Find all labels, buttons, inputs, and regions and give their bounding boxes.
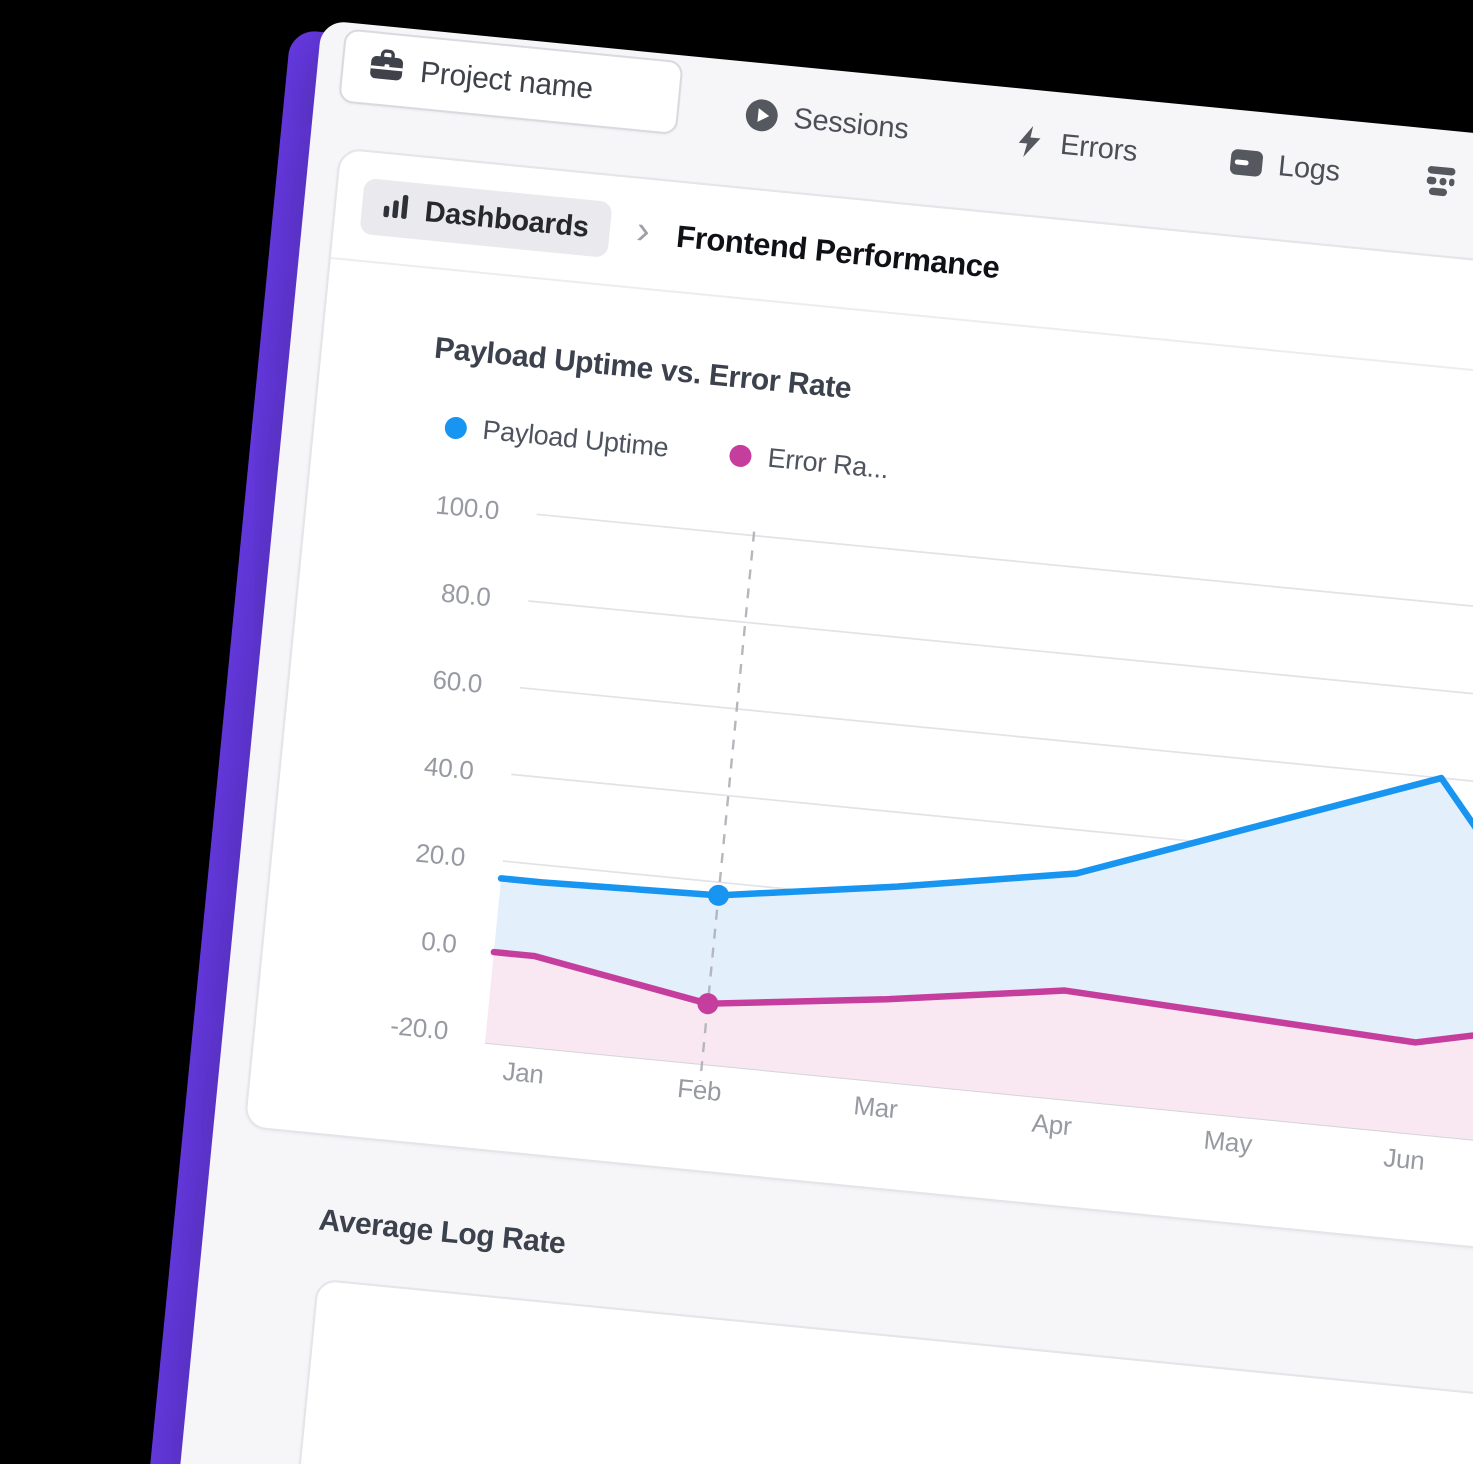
svg-text:May: May bbox=[1202, 1124, 1253, 1159]
legend-dot-blue bbox=[443, 415, 468, 440]
breadcrumb-dashboards-chip[interactable]: Dashboards bbox=[359, 177, 613, 258]
chevron-right-icon: › bbox=[634, 207, 653, 253]
svg-text:0.0: 0.0 bbox=[420, 926, 458, 959]
legend-item-payload-uptime[interactable]: Payload Uptime bbox=[443, 411, 670, 464]
breadcrumb: Dashboards › Frontend Performance bbox=[330, 149, 1473, 401]
section-title-average-log-rate: Average Log Rate bbox=[317, 1203, 567, 1261]
nav-item-logs[interactable]: Logs bbox=[1227, 139, 1341, 194]
svg-text:Mar: Mar bbox=[852, 1090, 899, 1124]
svg-text:20.0: 20.0 bbox=[414, 838, 466, 873]
svg-text:100.0: 100.0 bbox=[434, 492, 500, 526]
trace-spans-icon bbox=[1423, 164, 1458, 199]
dashboard-card: Dashboards › Frontend Performance Payloa… bbox=[243, 147, 1473, 1270]
chart-title: Payload Uptime vs. Error Rate bbox=[432, 331, 853, 406]
project-name-label: Project name bbox=[418, 55, 595, 106]
page-title: Frontend Performance bbox=[674, 218, 1002, 286]
nav-item-label: Errors bbox=[1058, 128, 1139, 168]
svg-text:Jan: Jan bbox=[501, 1056, 545, 1090]
svg-text:Jun: Jun bbox=[1382, 1142, 1426, 1176]
uptime-error-rate-chart[interactable]: 100.0 80.0 60.0 40.0 20.0 0.0 -20.0 Jan Feb Mar Ap… bbox=[348, 492, 1473, 1235]
project-name-button[interactable]: Project name bbox=[338, 28, 684, 136]
briefcase-icon bbox=[368, 48, 406, 91]
nav-item-sessions[interactable]: Sessions bbox=[743, 92, 911, 152]
legend-item-error-rate[interactable]: Error Ra... bbox=[728, 439, 890, 485]
lightning-icon bbox=[1012, 123, 1047, 160]
svg-text:Apr: Apr bbox=[1031, 1108, 1074, 1142]
nav-item-errors[interactable]: Errors bbox=[1011, 118, 1139, 174]
app-sheet: Project name Sessions Errors bbox=[156, 20, 1473, 1464]
nav-item-label: Sessions bbox=[792, 102, 910, 146]
bar-chart-icon bbox=[381, 190, 411, 227]
svg-text:60.0: 60.0 bbox=[431, 664, 483, 699]
svg-text:-20.0: -20.0 bbox=[389, 1010, 449, 1045]
legend-dot-pink bbox=[728, 443, 753, 468]
svg-text:Feb: Feb bbox=[676, 1073, 723, 1107]
legend-label: Payload Uptime bbox=[481, 414, 670, 463]
breadcrumb-dashboards-label: Dashboards bbox=[423, 195, 591, 244]
legend-label: Error Ra... bbox=[766, 442, 890, 485]
chart-legend: Payload Uptime Error Ra... bbox=[443, 411, 890, 485]
svg-text:80.0: 80.0 bbox=[440, 578, 492, 613]
nav-item-traces[interactable]: Traces bbox=[1422, 158, 1473, 215]
log-card-icon bbox=[1228, 145, 1265, 180]
average-log-rate-panel bbox=[271, 1278, 1473, 1464]
nav-item-label: Logs bbox=[1276, 149, 1342, 188]
play-circle-icon bbox=[743, 97, 780, 134]
svg-text:40.0: 40.0 bbox=[423, 751, 475, 786]
